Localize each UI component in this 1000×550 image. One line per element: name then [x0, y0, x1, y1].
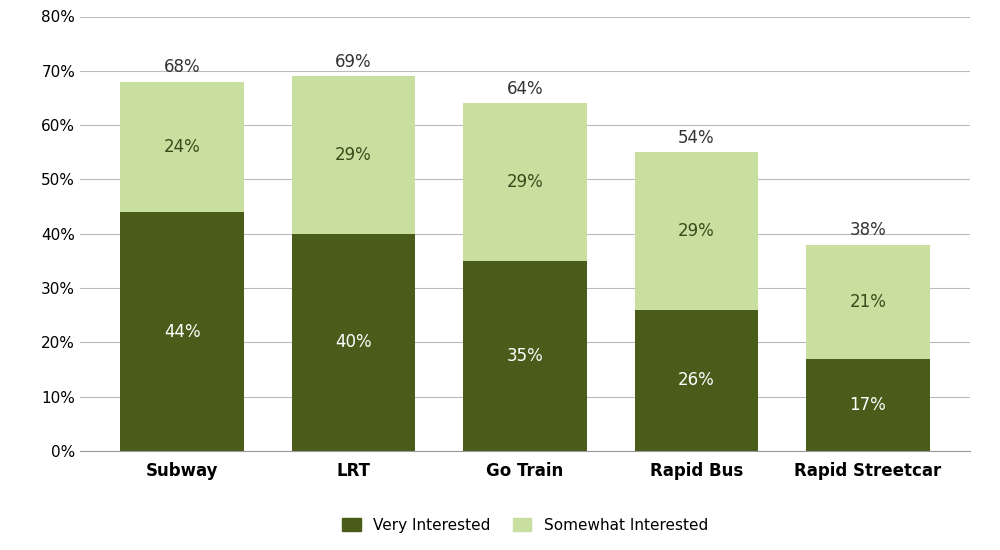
- Text: 26%: 26%: [678, 371, 715, 389]
- Bar: [463, 261, 587, 451]
- Text: 21%: 21%: [849, 293, 886, 311]
- Text: 29%: 29%: [678, 222, 715, 240]
- Text: 69%: 69%: [335, 53, 372, 71]
- Bar: [806, 359, 930, 451]
- Text: 17%: 17%: [849, 396, 886, 414]
- Bar: [463, 103, 587, 261]
- Bar: [806, 245, 930, 359]
- Text: 35%: 35%: [507, 347, 543, 365]
- Text: 54%: 54%: [678, 129, 715, 147]
- Bar: [120, 212, 244, 451]
- Text: 40%: 40%: [335, 333, 372, 351]
- Text: 38%: 38%: [849, 221, 886, 239]
- Bar: [292, 76, 415, 234]
- Bar: [120, 81, 244, 212]
- Bar: [635, 152, 758, 310]
- Bar: [292, 234, 415, 451]
- Text: 29%: 29%: [335, 146, 372, 164]
- Text: 44%: 44%: [164, 322, 200, 340]
- Text: 68%: 68%: [164, 58, 200, 76]
- Legend: Very Interested, Somewhat Interested: Very Interested, Somewhat Interested: [336, 512, 714, 539]
- Text: 64%: 64%: [507, 80, 543, 98]
- Text: 29%: 29%: [507, 173, 543, 191]
- Bar: [635, 310, 758, 451]
- Text: 24%: 24%: [164, 138, 201, 156]
